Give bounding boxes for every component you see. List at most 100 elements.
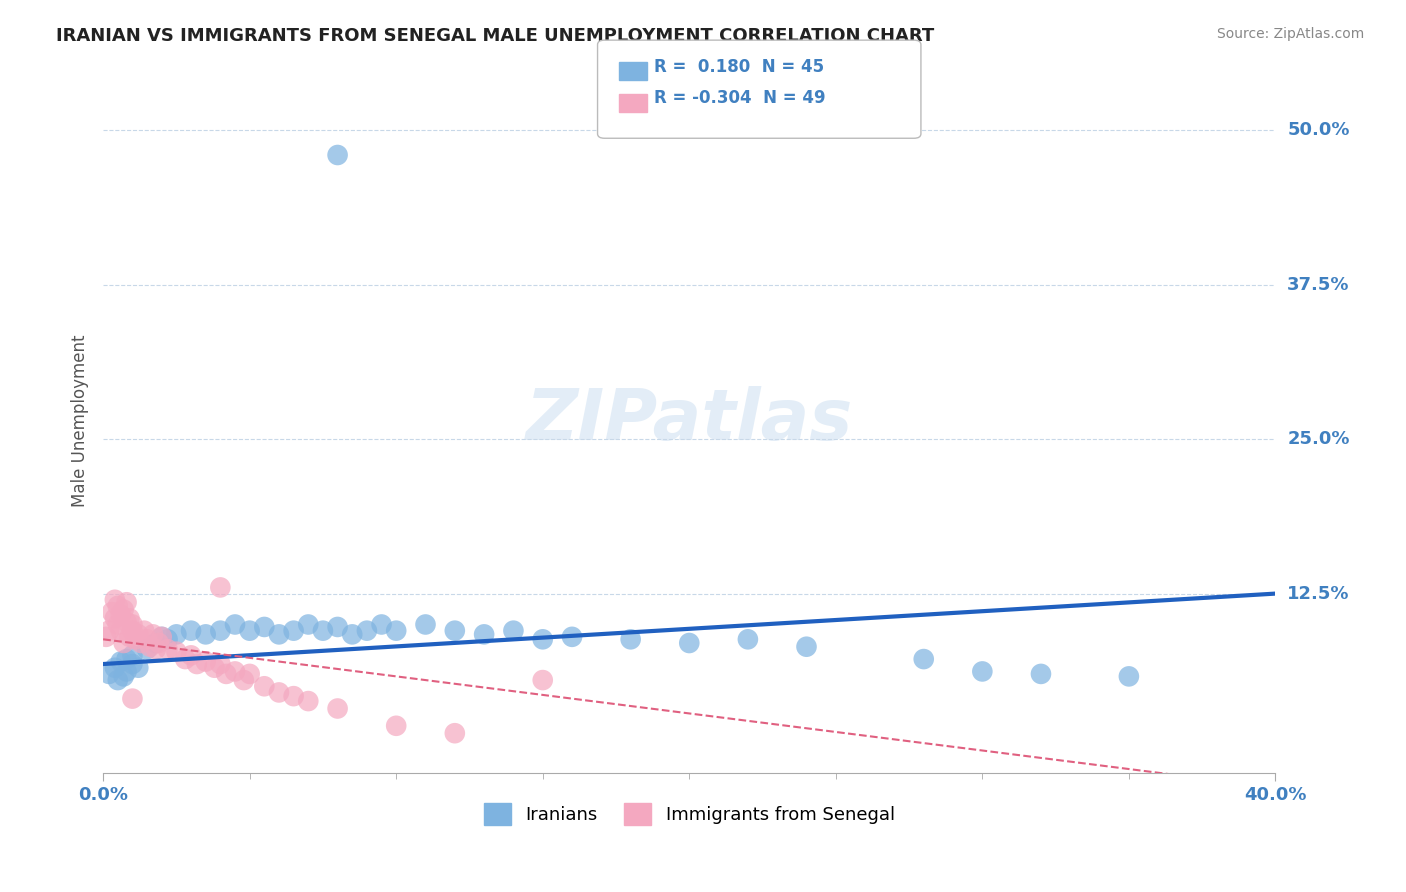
Point xyxy=(136,642,159,657)
Point xyxy=(165,627,187,641)
Point xyxy=(115,665,138,679)
Point xyxy=(101,605,124,619)
Point xyxy=(239,624,262,638)
Point xyxy=(127,661,149,675)
Point xyxy=(209,624,232,638)
Point xyxy=(796,640,818,654)
Point xyxy=(385,624,408,638)
Point xyxy=(972,665,994,679)
Point xyxy=(121,657,143,671)
Point xyxy=(209,657,232,671)
Point xyxy=(356,624,378,638)
Point xyxy=(127,627,149,641)
Point xyxy=(118,611,141,625)
Point xyxy=(115,595,138,609)
Point xyxy=(443,726,465,740)
Point xyxy=(678,636,700,650)
Point xyxy=(107,617,129,632)
Point xyxy=(104,611,127,625)
Point xyxy=(134,624,156,638)
Point xyxy=(253,679,276,693)
Point xyxy=(415,617,437,632)
Point xyxy=(267,627,290,641)
Point xyxy=(156,642,179,657)
Point xyxy=(912,652,935,666)
Point xyxy=(94,630,117,644)
Point xyxy=(150,630,173,644)
Point xyxy=(121,648,143,663)
Point xyxy=(139,640,162,654)
Point xyxy=(326,701,349,715)
Point xyxy=(326,620,349,634)
Point xyxy=(342,627,364,641)
Point xyxy=(737,632,759,647)
Point xyxy=(180,624,202,638)
Point xyxy=(297,694,319,708)
Point xyxy=(104,661,127,675)
Point xyxy=(136,632,159,647)
Point xyxy=(165,645,187,659)
Point xyxy=(118,630,141,644)
Point xyxy=(370,617,392,632)
Point xyxy=(145,636,167,650)
Point xyxy=(145,642,167,657)
Point xyxy=(98,666,121,681)
Point xyxy=(283,624,305,638)
Point xyxy=(115,652,138,666)
Text: Source: ZipAtlas.com: Source: ZipAtlas.com xyxy=(1216,27,1364,41)
Point xyxy=(1029,666,1052,681)
Point xyxy=(502,624,524,638)
Point xyxy=(443,624,465,638)
Text: 37.5%: 37.5% xyxy=(1286,276,1350,293)
Point xyxy=(107,599,129,613)
Point xyxy=(112,669,135,683)
Point xyxy=(561,630,583,644)
Point xyxy=(194,627,217,641)
Point xyxy=(104,592,127,607)
Point xyxy=(121,617,143,632)
Point xyxy=(124,632,146,647)
Point xyxy=(472,627,495,641)
Point xyxy=(239,666,262,681)
Point xyxy=(385,719,408,733)
Text: IRANIAN VS IMMIGRANTS FROM SENEGAL MALE UNEMPLOYMENT CORRELATION CHART: IRANIAN VS IMMIGRANTS FROM SENEGAL MALE … xyxy=(56,27,935,45)
Point xyxy=(112,636,135,650)
Text: R = -0.304  N = 49: R = -0.304 N = 49 xyxy=(654,89,825,107)
Point xyxy=(267,685,290,699)
Point xyxy=(129,636,152,650)
Point xyxy=(224,617,246,632)
Point xyxy=(531,673,554,687)
Point xyxy=(204,661,226,675)
Text: ZIPatlas: ZIPatlas xyxy=(526,386,853,455)
Text: R =  0.180  N = 45: R = 0.180 N = 45 xyxy=(654,58,824,76)
Point xyxy=(174,652,197,666)
Point xyxy=(115,615,138,629)
Point xyxy=(531,632,554,647)
Point xyxy=(283,689,305,703)
Point xyxy=(156,632,179,647)
Point xyxy=(98,624,121,638)
Point xyxy=(142,627,165,641)
Text: 12.5%: 12.5% xyxy=(1286,584,1350,603)
Point xyxy=(326,148,349,162)
Point xyxy=(121,624,143,638)
Point xyxy=(1118,669,1140,683)
Point xyxy=(180,648,202,663)
Text: 25.0%: 25.0% xyxy=(1286,430,1350,448)
Legend: Iranians, Immigrants from Senegal: Iranians, Immigrants from Senegal xyxy=(474,794,904,834)
Point xyxy=(194,655,217,669)
Point xyxy=(110,655,132,669)
Point xyxy=(312,624,335,638)
Point xyxy=(121,691,143,706)
Point xyxy=(215,666,238,681)
Point xyxy=(148,636,170,650)
Point xyxy=(110,607,132,622)
Point xyxy=(253,620,276,634)
Point xyxy=(150,630,173,644)
Point xyxy=(107,673,129,687)
Point xyxy=(209,581,232,595)
Point xyxy=(224,665,246,679)
Point xyxy=(186,657,208,671)
Point xyxy=(297,617,319,632)
Point xyxy=(232,673,254,687)
